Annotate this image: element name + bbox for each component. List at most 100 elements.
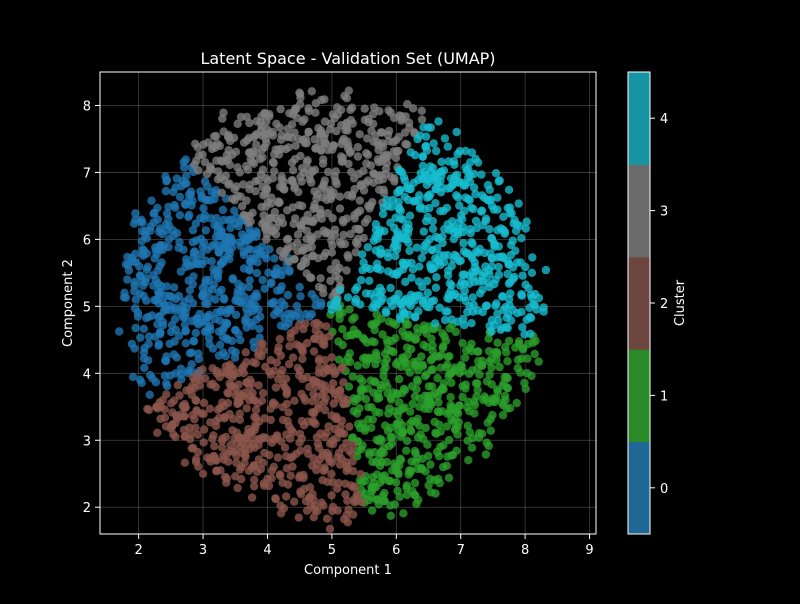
scatter-point bbox=[439, 166, 449, 175]
scatter-point bbox=[270, 254, 279, 263]
scatter-point bbox=[443, 352, 453, 362]
scatter-point bbox=[358, 333, 368, 343]
scatter-point bbox=[410, 392, 420, 401]
scatter-point bbox=[417, 106, 426, 116]
scatter-point bbox=[421, 467, 430, 476]
scatter-point bbox=[504, 279, 514, 288]
scatter-point bbox=[145, 390, 154, 399]
scatter-point bbox=[318, 476, 327, 485]
scatter-point bbox=[197, 249, 206, 259]
scatter-point bbox=[431, 352, 440, 361]
scatter-point bbox=[466, 228, 475, 238]
scatter-point bbox=[218, 368, 227, 377]
scatter-point bbox=[314, 254, 323, 263]
scatter-point bbox=[327, 248, 337, 257]
scatter-point bbox=[231, 391, 240, 400]
scatter-point bbox=[198, 242, 208, 251]
scatter-point bbox=[474, 347, 483, 356]
scatter-point bbox=[450, 289, 460, 299]
scatter-point bbox=[422, 370, 431, 379]
scatter-point bbox=[169, 187, 178, 197]
scatter-point bbox=[438, 343, 447, 353]
scatter-point bbox=[461, 249, 471, 258]
scatter-points bbox=[115, 86, 551, 534]
scatter-point bbox=[169, 283, 179, 292]
scatter-point bbox=[450, 228, 459, 237]
scatter-point bbox=[274, 343, 283, 352]
scatter-point bbox=[340, 239, 350, 249]
scatter-point bbox=[351, 248, 360, 257]
scatter-point bbox=[404, 195, 413, 205]
scatter-point bbox=[355, 206, 365, 215]
scatter-point bbox=[373, 355, 382, 364]
scatter-point bbox=[388, 432, 397, 442]
scatter-point bbox=[263, 198, 272, 207]
scatter-point bbox=[334, 337, 343, 346]
scatter-point bbox=[499, 253, 508, 263]
scatter-point bbox=[206, 214, 215, 223]
scatter-point bbox=[178, 176, 187, 186]
scatter-point bbox=[334, 448, 344, 458]
scatter-point bbox=[490, 395, 499, 404]
scatter-point bbox=[203, 182, 212, 191]
x-tick-label: 3 bbox=[199, 543, 207, 558]
scatter-point bbox=[398, 258, 407, 267]
scatter-point bbox=[380, 227, 389, 236]
scatter-point bbox=[380, 496, 389, 506]
scatter-point bbox=[387, 439, 397, 448]
scatter-point bbox=[398, 429, 407, 438]
scatter-point bbox=[484, 347, 494, 356]
scatter-point bbox=[263, 176, 272, 185]
scatter-point bbox=[367, 403, 376, 412]
scatter-point bbox=[514, 199, 523, 208]
scatter-point bbox=[357, 445, 366, 454]
scatter-point bbox=[143, 262, 152, 272]
scatter-point bbox=[131, 209, 140, 218]
scatter-point bbox=[245, 180, 255, 189]
scatter-point bbox=[277, 131, 286, 140]
scatter-point bbox=[412, 243, 421, 252]
scatter-point bbox=[249, 147, 258, 156]
scatter-point bbox=[171, 203, 180, 212]
scatter-point bbox=[252, 268, 262, 278]
scatter-point bbox=[532, 305, 541, 314]
scatter-point bbox=[376, 297, 386, 306]
scatter-point bbox=[213, 274, 222, 283]
scatter-point bbox=[390, 294, 399, 303]
scatter-point bbox=[260, 448, 269, 458]
scatter-point bbox=[245, 383, 254, 392]
scatter-point bbox=[471, 189, 480, 199]
scatter-point bbox=[408, 265, 418, 274]
scatter-point bbox=[335, 285, 345, 295]
scatter-point bbox=[457, 215, 467, 224]
scatter-point bbox=[290, 184, 299, 193]
scatter-point bbox=[322, 428, 331, 437]
scatter-point bbox=[230, 185, 239, 194]
scatter-point bbox=[340, 429, 349, 438]
scatter-point bbox=[214, 167, 223, 176]
scatter-point bbox=[328, 145, 337, 154]
scatter-point bbox=[167, 399, 176, 408]
scatter-point bbox=[199, 289, 208, 298]
scatter-point bbox=[522, 217, 531, 226]
scatter-point bbox=[361, 179, 370, 188]
scatter-point bbox=[539, 307, 548, 316]
scatter-point bbox=[314, 400, 324, 410]
scatter-point bbox=[399, 509, 408, 518]
scatter-point bbox=[349, 440, 358, 450]
scatter-point bbox=[353, 419, 363, 429]
scatter-point bbox=[316, 274, 325, 283]
scatter-point bbox=[442, 422, 452, 431]
scatter-point bbox=[379, 443, 389, 452]
scatter-point bbox=[288, 353, 298, 362]
scatter-point bbox=[487, 327, 496, 336]
scatter-point bbox=[160, 405, 169, 414]
scatter-point bbox=[230, 206, 239, 215]
scatter-point bbox=[260, 108, 269, 118]
scatter-point bbox=[199, 438, 208, 447]
scatter-point bbox=[156, 414, 165, 424]
scatter-point bbox=[527, 268, 537, 277]
scatter-point bbox=[273, 453, 283, 462]
x-tick-label: 5 bbox=[328, 543, 336, 558]
scatter-point bbox=[276, 471, 285, 481]
